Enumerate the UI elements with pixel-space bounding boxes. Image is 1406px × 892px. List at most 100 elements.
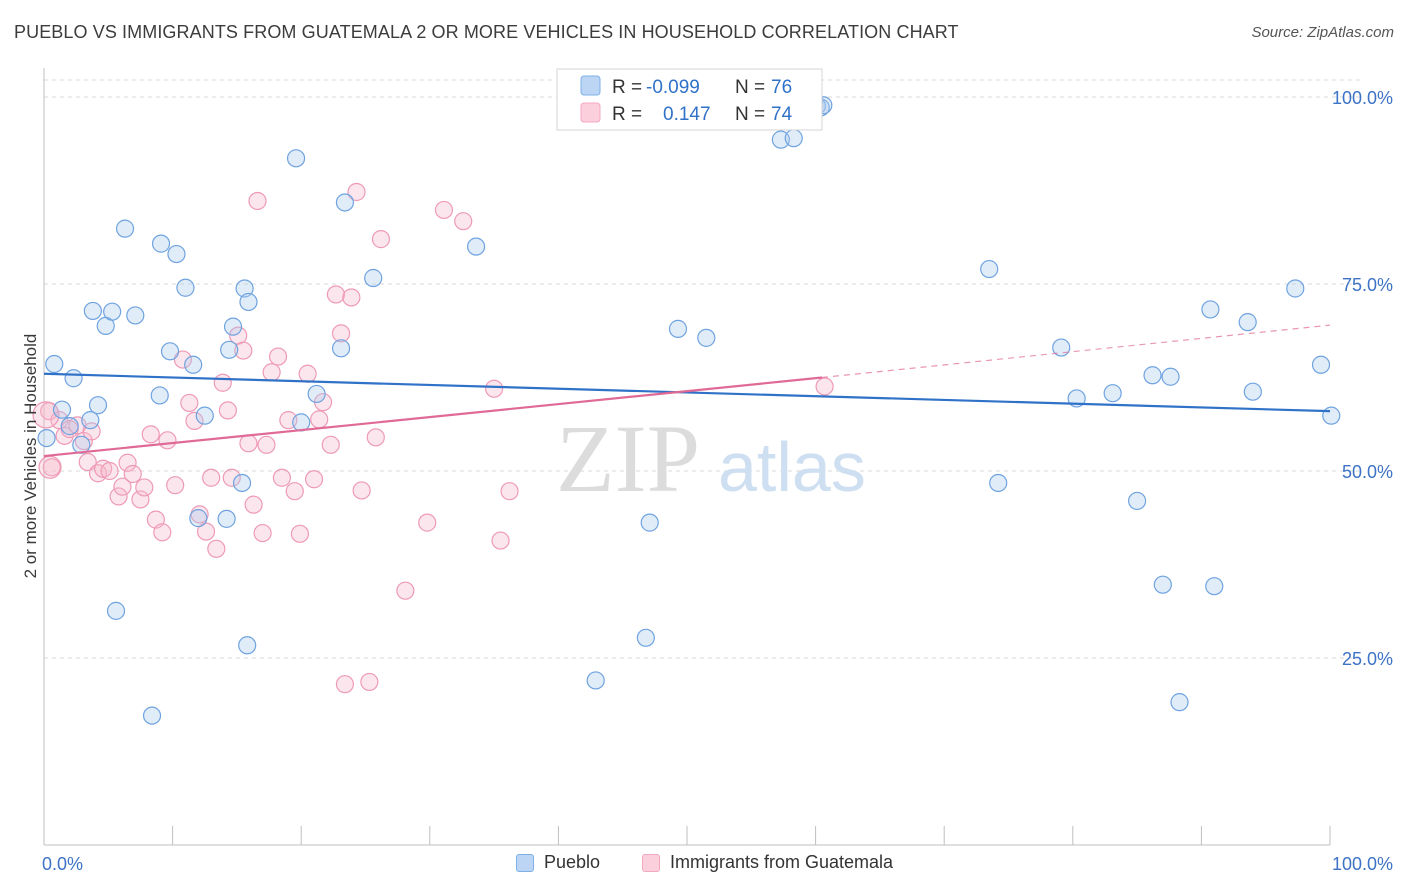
pueblo-point-34 bbox=[335, 193, 355, 212]
guatemala-point-37 bbox=[248, 191, 267, 211]
pueblo-point-63 bbox=[1205, 577, 1224, 596]
watermark: ZIP atlas bbox=[556, 405, 866, 512]
pueblo-point-19 bbox=[176, 278, 195, 297]
stats-n-label-pueblo: N = bbox=[735, 77, 765, 98]
pueblo-point-20 bbox=[184, 355, 203, 374]
guatemala-point-40 bbox=[262, 363, 281, 382]
guatemala-point-47 bbox=[304, 470, 324, 489]
guatemala-point-44 bbox=[285, 482, 304, 501]
guatemala-point-29 bbox=[207, 539, 226, 558]
pueblo-point-12 bbox=[115, 219, 135, 238]
pueblo-point-43 bbox=[668, 319, 688, 338]
guatemala-point-46 bbox=[298, 364, 317, 383]
pueblo-point-3 bbox=[60, 417, 79, 436]
stats-n-value-guatemala: 74 bbox=[771, 104, 793, 125]
guatemala-trend-line bbox=[43, 376, 823, 458]
pueblo-point-25 bbox=[223, 317, 243, 336]
stats-r-label-pueblo: R = bbox=[612, 77, 642, 98]
guatemala-point-64 bbox=[485, 379, 504, 398]
pueblo-point-1 bbox=[45, 354, 64, 374]
pueblo-point-24 bbox=[220, 340, 239, 359]
stats-n-label-guatemala: N = bbox=[735, 104, 765, 125]
guatemala-point-55 bbox=[347, 182, 366, 202]
stats-swatch-guatemala bbox=[580, 102, 601, 123]
guatemala-point-57 bbox=[360, 672, 379, 692]
guatemala-point-1 bbox=[42, 458, 61, 477]
pueblo-point-39 bbox=[640, 513, 659, 532]
y-tick-label-50: 50.0% bbox=[1342, 462, 1393, 482]
pueblo-point-16 bbox=[151, 234, 171, 253]
stats-legend: R = -0.099 N = 76 R = 0.147 N = 74 bbox=[556, 68, 823, 131]
x-tick-label-0: 0.0% bbox=[42, 854, 83, 874]
guatemala-point-14 bbox=[118, 453, 137, 472]
y-axis-label: 2 or more Vehicles in Household bbox=[21, 334, 40, 579]
pueblo-point-10 bbox=[103, 302, 122, 321]
guatemala-point-18 bbox=[141, 425, 160, 444]
guatemala-point-12 bbox=[109, 487, 128, 506]
pueblo-point-38 bbox=[636, 628, 655, 647]
legend-item-guatemala: Immigrants from Guatemala bbox=[642, 852, 893, 873]
guatemala-point-52 bbox=[331, 324, 351, 343]
guatemala-point-32 bbox=[222, 468, 241, 487]
pueblo-point-32 bbox=[307, 384, 326, 404]
stats-legend-box bbox=[556, 68, 823, 131]
guatemala-point-24 bbox=[180, 393, 199, 413]
pueblo-point-29 bbox=[239, 292, 258, 312]
legend-label-guatemala: Immigrants from Guatemala bbox=[670, 852, 894, 872]
x-tick-label-100: 100.0% bbox=[1332, 854, 1393, 874]
pueblo-point-0 bbox=[37, 428, 56, 448]
pueblo-point-57 bbox=[1127, 491, 1147, 511]
pueblo-point-28 bbox=[235, 279, 254, 298]
y-tick-label-100: 100.0% bbox=[1332, 88, 1393, 108]
bottom-legend: Pueblo Immigrants from Guatemala bbox=[0, 850, 1406, 880]
pueblo-point-46 bbox=[784, 129, 803, 148]
pueblo-point-37 bbox=[586, 671, 605, 690]
axes bbox=[43, 68, 1331, 846]
pueblo-point-30 bbox=[286, 149, 306, 168]
y-tick-label-75: 75.0% bbox=[1342, 275, 1393, 295]
pueblo-point-61 bbox=[1170, 693, 1189, 712]
pueblo-point-52 bbox=[980, 259, 999, 279]
pueblo-point-23 bbox=[217, 509, 236, 528]
pueblo-point-7 bbox=[88, 396, 108, 415]
pueblo-point-59 bbox=[1153, 575, 1172, 594]
guatemala-point-50 bbox=[321, 435, 340, 454]
guatemala-point-31 bbox=[218, 401, 237, 420]
pueblo-point-64 bbox=[1238, 313, 1257, 332]
guatemala-point-38 bbox=[253, 523, 272, 543]
trend-lines bbox=[43, 324, 1331, 458]
legend-label-pueblo: Pueblo bbox=[544, 852, 601, 872]
pueblo-point-58 bbox=[1143, 366, 1162, 385]
pueblo-point-60 bbox=[1161, 367, 1180, 386]
guatemala-point-20 bbox=[153, 523, 172, 542]
pueblo-point-26 bbox=[232, 473, 252, 493]
guatemala-point-7 bbox=[78, 452, 97, 472]
pueblo-point-6 bbox=[81, 411, 100, 430]
watermark-zip: ZIP bbox=[556, 405, 700, 512]
guatemala-point-17 bbox=[135, 478, 154, 497]
stats-swatch-pueblo bbox=[580, 75, 601, 96]
guatemala-point-28 bbox=[202, 468, 221, 487]
guatemala-point-63 bbox=[454, 212, 473, 231]
guatemala-point-39 bbox=[257, 435, 276, 454]
guatemala-points bbox=[32, 182, 834, 694]
pueblo-point-44 bbox=[697, 328, 716, 347]
y-tick-label-25: 25.0% bbox=[1342, 649, 1393, 669]
pueblo-point-66 bbox=[1286, 279, 1305, 298]
guatemala-point-54 bbox=[342, 288, 361, 307]
guatemala-point-58 bbox=[366, 428, 385, 447]
guatemala-point-41 bbox=[268, 347, 288, 366]
guatemala-point-48 bbox=[310, 410, 329, 429]
pueblo-point-15 bbox=[150, 386, 169, 405]
guatemala-point-11 bbox=[100, 461, 119, 481]
guatemala-point-42 bbox=[272, 468, 292, 487]
pueblo-point-21 bbox=[189, 509, 208, 528]
guatemala-point-25 bbox=[185, 411, 204, 430]
pueblo-point-22 bbox=[195, 406, 214, 425]
guatemala-point-35 bbox=[239, 434, 258, 453]
grid-lines bbox=[44, 79, 1362, 659]
guatemala-point-56 bbox=[352, 481, 371, 500]
guatemala-point-22 bbox=[166, 476, 185, 495]
guatemala-point-65 bbox=[491, 531, 510, 550]
